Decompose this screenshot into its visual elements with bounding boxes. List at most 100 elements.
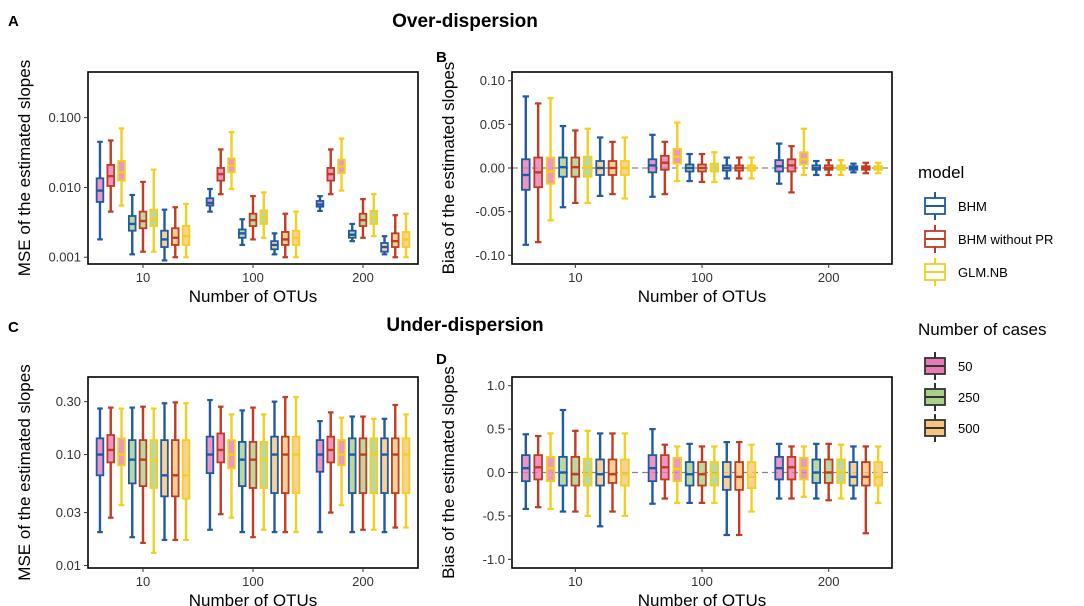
box-iqr bbox=[138, 439, 148, 487]
panel-label-d: D bbox=[436, 351, 447, 368]
box-10-bhm-50 bbox=[95, 407, 105, 534]
box-10-bhm-without-pr-250 bbox=[570, 129, 581, 205]
box-200-bhm-without-pr-50 bbox=[326, 411, 335, 514]
legend-key bbox=[924, 258, 946, 286]
x-axis-title: Number of OTUs bbox=[189, 287, 317, 306]
y-tick-label: 0.30 bbox=[56, 394, 81, 409]
box-10-bhm-without-pr-250 bbox=[570, 429, 581, 513]
box-100-glm-nb-250 bbox=[259, 413, 268, 531]
x-tick-label: 100 bbox=[691, 574, 713, 589]
box-100-bhm-500 bbox=[722, 441, 732, 537]
box-iqr bbox=[291, 435, 301, 494]
box-100-glm-nb-500 bbox=[746, 156, 757, 180]
box-iqr bbox=[248, 441, 258, 489]
box-100-bhm-500 bbox=[270, 232, 279, 256]
box-iqr bbox=[746, 461, 757, 490]
box-iqr bbox=[270, 435, 279, 494]
box-iqr bbox=[106, 434, 115, 464]
legend-cases-item: 500 bbox=[924, 414, 980, 442]
box-100-bhm-250 bbox=[684, 442, 695, 504]
box-iqr bbox=[595, 458, 605, 487]
box-10-bhm-250 bbox=[128, 193, 137, 256]
box-10-glm-nb-50 bbox=[117, 407, 126, 507]
x-tick-label: 200 bbox=[818, 574, 840, 589]
box-10-bhm-without-pr-50 bbox=[106, 139, 115, 213]
box-100-bhm-50 bbox=[647, 427, 658, 505]
box-200-bhm-250 bbox=[811, 442, 822, 500]
box-200-glm-nb-500 bbox=[873, 445, 883, 504]
y-tick-label: 0.00 bbox=[480, 161, 505, 176]
box-iqr bbox=[836, 458, 846, 484]
box-10-glm-nb-250 bbox=[582, 429, 593, 518]
box-200-bhm-without-pr-250 bbox=[358, 415, 368, 531]
box-100-glm-nb-50 bbox=[672, 445, 682, 504]
legend-cases-label: 50 bbox=[958, 359, 972, 374]
box-200-bhm-without-pr-250 bbox=[823, 442, 834, 502]
legend-model-label: BHM without PR bbox=[958, 232, 1053, 247]
box-iqr bbox=[117, 159, 126, 182]
legend-key bbox=[924, 414, 946, 442]
box-100-bhm-without-pr-250 bbox=[248, 406, 258, 539]
box-iqr bbox=[401, 437, 411, 494]
y-tick-label: 0.10 bbox=[56, 447, 81, 462]
y-tick-label: 0.05 bbox=[480, 117, 505, 132]
legend-cases-title: Number of cases bbox=[918, 320, 1047, 339]
box-10-bhm-250 bbox=[128, 406, 137, 539]
box-200-bhm-50 bbox=[774, 142, 784, 185]
box-100-bhm-250 bbox=[684, 152, 695, 183]
legend-model-label: GLM.NB bbox=[958, 265, 1008, 280]
box-10-bhm-without-pr-500 bbox=[171, 401, 180, 542]
box-10-glm-nb-50 bbox=[545, 97, 556, 222]
box-iqr bbox=[620, 458, 630, 487]
box-200-bhm-without-pr-250 bbox=[358, 198, 368, 239]
box-100-bhm-without-pr-50 bbox=[660, 140, 670, 196]
box-iqr bbox=[369, 437, 378, 494]
y-axis-title: Bias of the estimated slopes bbox=[439, 62, 458, 275]
x-axis-title: Number of OTUs bbox=[189, 591, 317, 606]
legend-key bbox=[924, 383, 946, 411]
box-200-glm-nb-50 bbox=[337, 416, 346, 507]
box-200-glm-nb-250 bbox=[369, 417, 378, 531]
x-tick-label: 100 bbox=[691, 270, 713, 285]
box-200-bhm-without-pr-500 bbox=[391, 403, 400, 529]
box-100-bhm-250 bbox=[238, 218, 247, 247]
x-axis-title: Number of OTUs bbox=[638, 591, 766, 606]
box-200-glm-nb-250 bbox=[836, 159, 846, 177]
y-tick-label: 0.010 bbox=[48, 180, 81, 195]
box-200-bhm-500 bbox=[848, 445, 859, 500]
y-tick-label: 0.01 bbox=[56, 558, 81, 573]
box-200-glm-nb-50 bbox=[337, 137, 346, 192]
y-tick-label: 0.5 bbox=[487, 422, 505, 437]
box-iqr bbox=[337, 439, 346, 467]
y-tick-label: -0.5 bbox=[483, 508, 505, 523]
box-10-bhm-without-pr-50 bbox=[533, 102, 543, 244]
panel-c: C 0.01 0.03 0.10 0.30 10 100 200 Number of OTUs M… bbox=[8, 319, 419, 606]
box-10-bhm-500 bbox=[160, 208, 169, 262]
box-iqr bbox=[607, 458, 618, 484]
box-10-glm-nb-500 bbox=[620, 136, 630, 200]
box-200-bhm-without-pr-500 bbox=[861, 445, 871, 535]
box-100-bhm-50 bbox=[647, 133, 658, 198]
box-iqr bbox=[216, 432, 225, 464]
box-100-bhm-without-pr-250 bbox=[248, 195, 258, 241]
x-axis-title: Number of OTUs bbox=[638, 287, 766, 306]
box-200-bhm-without-pr-500 bbox=[861, 161, 871, 175]
legend-key bbox=[924, 225, 946, 253]
box-10-bhm-250 bbox=[558, 125, 568, 209]
box-10-glm-nb-50 bbox=[117, 127, 126, 207]
box-100-bhm-500 bbox=[722, 156, 732, 180]
legend-cases: Number of cases 50 250 500 bbox=[918, 320, 1047, 442]
box-iqr bbox=[861, 461, 871, 487]
box-200-bhm-without-pr-50 bbox=[786, 145, 797, 194]
y-tick-label: 1.0 bbox=[487, 378, 505, 393]
box-200-glm-nb-250 bbox=[369, 193, 378, 238]
box-200-bhm-50 bbox=[315, 195, 325, 213]
box-iqr bbox=[281, 435, 290, 494]
y-tick-label: 0.10 bbox=[480, 73, 505, 88]
box-100-bhm-500 bbox=[270, 400, 279, 534]
box-10-glm-nb-500 bbox=[181, 402, 191, 542]
box-100-bhm-50 bbox=[205, 398, 215, 531]
box-200-glm-nb-250 bbox=[836, 443, 846, 500]
title-over-dispersion: Over-dispersion bbox=[392, 11, 538, 32]
